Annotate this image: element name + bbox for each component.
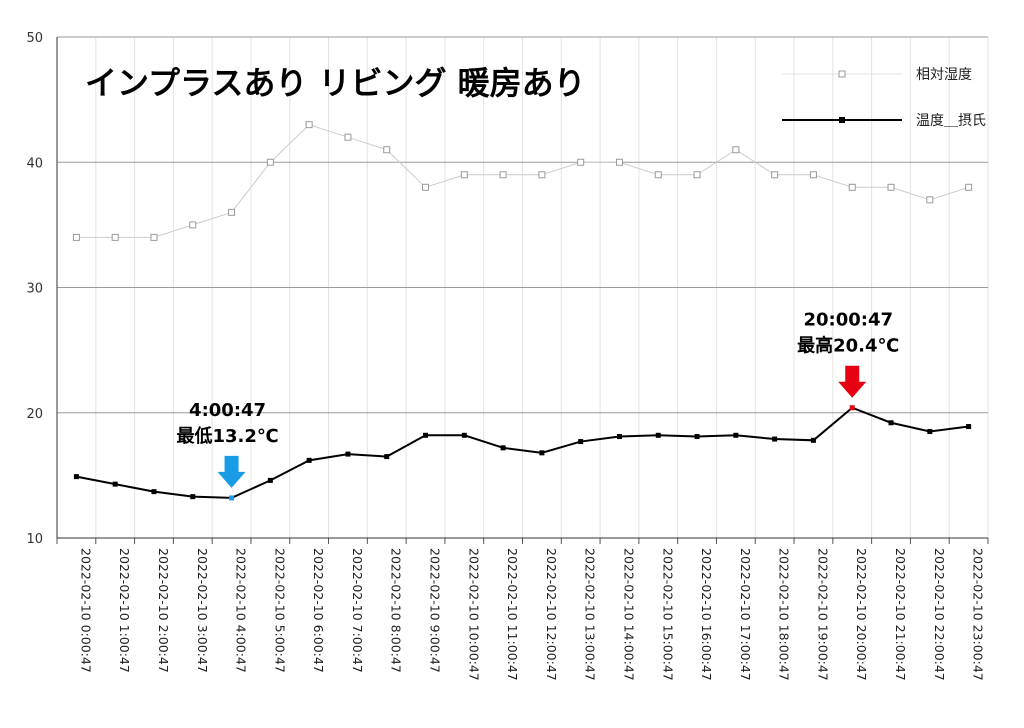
x-tick-label: 2022-02-10 10:00:47 [466,548,481,681]
humidity-point [111,233,119,241]
annotation-time: 20:00:47 [803,310,893,331]
humidity-point [72,233,80,241]
x-tick-label: 2022-02-10 15:00:47 [660,548,675,681]
x-tick-label: 2022-02-10 23:00:47 [971,548,986,681]
x-tick-label: 2022-02-10 11:00:47 [505,548,520,681]
x-tick-label: 2022-02-10 4:00:47 [234,548,249,673]
humidity-point [887,183,895,191]
x-tick-label: 2022-02-10 7:00:47 [350,548,365,673]
temperature-point [384,454,390,460]
temperature-point [694,434,700,440]
x-tick-label: 2022-02-10 21:00:47 [893,548,908,681]
series-layer [72,121,973,501]
temperature-point [423,432,429,438]
humidity-point [693,171,701,179]
legend-marker [839,117,845,123]
x-tick-label: 2022-02-10 0:00:47 [78,548,93,673]
x-tick-label: 2022-02-10 9:00:47 [428,548,443,673]
temperature-point [112,481,118,487]
legend-label: 相対湿度 [916,67,972,83]
humidity-point [771,171,779,179]
legend-label: 温度＿摂氏 [916,113,986,129]
y-tick-label: 50 [26,31,43,46]
humidity-point [732,146,740,154]
y-tick-label: 30 [26,282,43,297]
humidity-point [228,208,236,216]
annotation-time: 4:00:47 [189,400,266,421]
temperature-point [733,432,739,438]
temperature-point [229,495,235,501]
temperature-point [539,450,545,456]
humidity-point [189,221,197,229]
humidity-point [266,158,274,166]
x-tick-label: 2022-02-10 8:00:47 [389,548,404,673]
temperature-point [500,445,506,451]
temperature-point [966,424,972,430]
temperature-point [578,439,584,445]
x-tick-label: 2022-02-10 22:00:47 [932,548,947,681]
x-tick-label: 2022-02-10 19:00:47 [815,548,830,681]
y-tick-label: 20 [26,407,43,422]
temperature-point [461,432,467,438]
x-tick-label: 2022-02-10 14:00:47 [621,548,636,681]
temperature-point [772,436,778,442]
x-tick-label: 2022-02-10 20:00:47 [854,548,869,681]
temperature-point [810,437,816,443]
humidity-point [383,146,391,154]
temperature-point [345,451,351,457]
temperature-point [888,420,894,426]
humidity-point [654,171,662,179]
temperature-point [267,477,273,483]
humidity-point [344,133,352,141]
annotation-layer: 4:00:47 最低13.2℃ 20:00:47 最高20.4℃ [176,310,899,488]
humidity-point [538,171,546,179]
annotation-arrow [217,455,246,488]
y-tick-label: 40 [26,156,43,171]
humidity-point [926,196,934,204]
humidity-point [577,158,585,166]
temperature-line [76,406,969,499]
temperature-point [616,434,622,440]
x-tick-label: 2022-02-10 6:00:47 [311,548,326,673]
annotation-label: 最高20.4℃ [797,335,899,357]
temperature-point [73,474,79,480]
humidity-point [305,121,313,129]
axes-layer: 10 20 30 40 50 2022-02-10 0:00:47 2022-02-10 1… [26,31,989,681]
humidity-point [499,171,507,179]
temperature-point [927,429,933,435]
temperature-point [151,489,157,495]
x-tick-label: 2022-02-10 3:00:47 [195,548,210,673]
x-tick-label: 2022-02-10 5:00:47 [272,548,287,673]
y-tick-label: 10 [26,532,43,547]
x-tick-label: 2022-02-10 1:00:47 [117,548,132,673]
humidity-point [150,233,158,241]
x-tick-label: 2022-02-10 13:00:47 [583,548,598,681]
humidity-point [809,171,817,179]
x-tick-label: 2022-02-10 18:00:47 [777,548,792,681]
legend-marker [838,70,846,78]
chart-title: インプラスあり リビング 暖房あり [85,64,586,102]
x-tick-label: 2022-02-10 17:00:47 [738,548,753,681]
temperature-point [190,494,196,500]
annotation-label: 最低13.2℃ [176,425,278,447]
x-tick-label: 2022-02-10 12:00:47 [544,548,559,681]
x-tick-label: 2022-02-10 16:00:47 [699,548,714,681]
x-tick-label: 2022-02-10 2:00:47 [156,548,171,673]
temperature-point [655,432,661,438]
annotation-arrow [838,365,867,398]
humidity-point [848,183,856,191]
humidity-line [76,124,969,238]
humidity-point [615,158,623,166]
humidity-point [460,171,468,179]
temperature-point [849,405,855,411]
temperature-point [306,457,312,463]
humidity-point [965,183,973,191]
grid-layer [56,36,989,538]
humidity-point [422,183,430,191]
